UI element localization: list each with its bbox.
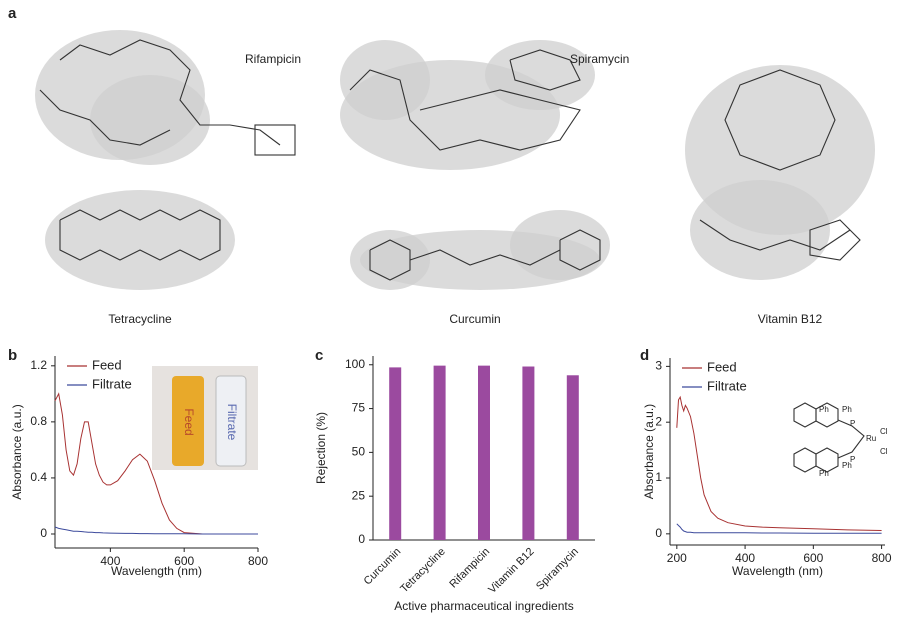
inset-ring bbox=[815, 402, 839, 428]
series-line bbox=[54, 526, 258, 535]
legend-label: Feed bbox=[92, 357, 122, 372]
y-tick-label: 100 bbox=[345, 357, 365, 371]
legend-label: Filtrate bbox=[92, 376, 132, 391]
bar bbox=[389, 367, 402, 540]
y-tick-label: 0.4 bbox=[30, 470, 47, 484]
chart-d: d 0 1 2 3 Absorbance (a.u.) Wavelength (nm) 200… bbox=[640, 347, 892, 578]
spiramycin-structure bbox=[340, 40, 595, 170]
legend-label: Filtrate bbox=[707, 378, 747, 393]
molecule-name: Tetracycline bbox=[108, 312, 172, 326]
x-tick-label: 600 bbox=[803, 551, 823, 565]
x-tick-label: Curcumin bbox=[362, 546, 404, 588]
y-tick-label: 0.8 bbox=[30, 414, 47, 428]
y-tick-label: 2 bbox=[655, 414, 662, 428]
molecule-name: Vitamin B12 bbox=[758, 312, 823, 326]
x-tick-label: Vitamin B12 bbox=[486, 546, 536, 596]
bar bbox=[522, 366, 535, 540]
inset-ring bbox=[815, 447, 839, 473]
inset-atom: Cl bbox=[880, 447, 888, 456]
y-axis-label: Absorbance (a.u.) bbox=[642, 404, 656, 499]
inset-label: Feed bbox=[182, 408, 196, 435]
x-tick-label: Rifampicin bbox=[447, 546, 492, 591]
inset-atom: Ph bbox=[842, 405, 852, 414]
molecule-name: Spiramycin bbox=[570, 52, 629, 66]
x-axis-label: Active pharmaceutical ingredients bbox=[394, 599, 573, 613]
vitamin-b12-structure bbox=[685, 65, 875, 280]
inset-ring bbox=[793, 402, 817, 428]
inset-bond bbox=[837, 419, 865, 459]
rifampicin-structure bbox=[35, 30, 296, 165]
x-tick-label: Tetracycline bbox=[398, 546, 448, 596]
y-tick-label: 0 bbox=[655, 526, 662, 540]
inset-atom: Cl bbox=[880, 427, 888, 436]
molecule-name: Curcumin bbox=[449, 312, 500, 326]
x-axis-label: Wavelength (nm) bbox=[111, 564, 202, 578]
inset-label: Filtrate bbox=[225, 404, 239, 441]
inset-atom: P bbox=[850, 455, 855, 464]
curcumin-structure bbox=[350, 210, 610, 290]
x-tick-label: 400 bbox=[100, 554, 120, 568]
inset-atom: P bbox=[850, 419, 855, 428]
panel-label: d bbox=[640, 347, 649, 364]
inset-atom: Ph bbox=[819, 405, 829, 414]
inset-atom: Ph bbox=[819, 469, 829, 478]
x-tick-label: 400 bbox=[735, 551, 755, 565]
y-axis-label: Absorbance (a.u.) bbox=[10, 404, 24, 499]
inset-atom: Ru bbox=[866, 434, 876, 443]
inset-atom: Ph bbox=[842, 461, 852, 470]
y-tick-label: 50 bbox=[352, 445, 366, 459]
tetracycline-structure bbox=[45, 190, 235, 290]
y-tick-label: 75 bbox=[352, 401, 366, 415]
series-line bbox=[54, 392, 258, 535]
panel-label: c bbox=[315, 347, 323, 364]
chart-c: c 0 25 50 75 100 Rejection (%) Active pharmaceu… bbox=[314, 347, 595, 613]
chart-b: b 0 0.4 0.8 1.2 Absorbance (a.u.) Wavelength (… bbox=[8, 347, 268, 578]
panel-a: a Rifampicin Spiramycin Tetracycline Cur… bbox=[8, 5, 875, 326]
series-line bbox=[676, 523, 882, 534]
molecule-name: Rifampicin bbox=[245, 52, 301, 66]
x-tick-label: 800 bbox=[248, 554, 268, 568]
charts: b 0 0.4 0.8 1.2 Absorbance (a.u.) Wavelength (… bbox=[8, 347, 892, 613]
legend-label: Feed bbox=[707, 359, 737, 374]
y-tick-label: 0 bbox=[358, 532, 365, 546]
y-tick-label: 0 bbox=[40, 526, 47, 540]
y-axis-label: Rejection (%) bbox=[314, 412, 328, 484]
series-line bbox=[676, 395, 882, 531]
bar bbox=[433, 365, 446, 540]
x-axis-label: Wavelength (nm) bbox=[732, 564, 823, 578]
bar bbox=[566, 375, 579, 540]
panel-label: b bbox=[8, 347, 17, 364]
y-tick-label: 1.2 bbox=[30, 358, 47, 372]
inset-ring bbox=[793, 447, 817, 473]
x-tick-label: 600 bbox=[174, 554, 194, 568]
x-tick-label: 200 bbox=[667, 551, 687, 565]
y-tick-label: 25 bbox=[352, 488, 366, 502]
bar bbox=[478, 365, 490, 540]
x-tick-label: 800 bbox=[872, 551, 892, 565]
panel-label: a bbox=[8, 5, 17, 22]
vial bbox=[215, 375, 247, 467]
x-tick-label: Spiramycin bbox=[534, 546, 581, 593]
y-tick-label: 1 bbox=[655, 470, 662, 484]
vial bbox=[172, 376, 204, 466]
y-tick-label: 3 bbox=[655, 359, 662, 373]
